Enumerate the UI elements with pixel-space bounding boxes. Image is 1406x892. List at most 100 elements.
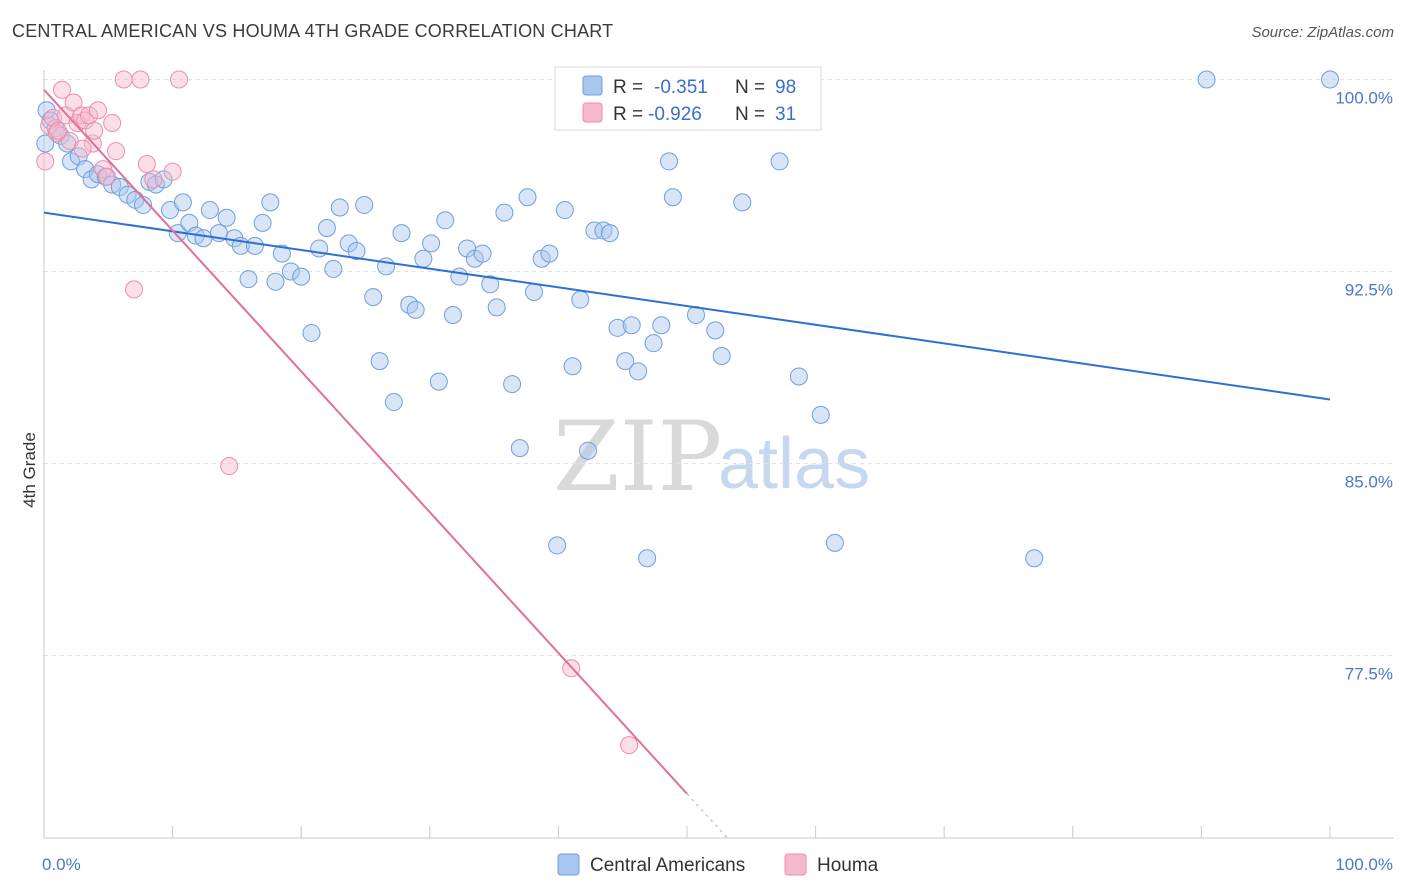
central-americans-point-25 (200, 201, 219, 220)
legend-r-value-2: -0.926 (648, 104, 702, 125)
central-americans-point-31 (245, 236, 264, 255)
houma-point-13 (85, 121, 104, 140)
y-tick-label-3: 100.0% (1335, 89, 1393, 108)
houma-point-20 (131, 70, 150, 89)
central-americans-point-24 (194, 229, 213, 248)
legend-n-label-2: N = (735, 104, 765, 125)
central-americans-point-70 (540, 244, 559, 263)
central-americans-point-55 (429, 372, 448, 391)
central-americans-point-95 (825, 533, 844, 552)
central-americans-point-32 (253, 213, 272, 232)
legend-n-label-1: N = (735, 77, 765, 98)
houma-point-24 (170, 70, 189, 89)
legend-swatch-pink (582, 102, 603, 123)
central-americans-point-89 (706, 321, 725, 340)
central-americans-point-93 (789, 367, 808, 386)
central-americans-point-64 (495, 203, 514, 222)
central-americans-point-74 (571, 290, 590, 309)
central-americans-point-40 (317, 218, 336, 237)
series-legend: Central Americans Houma (557, 853, 879, 876)
central-americans-point-99 (36, 134, 55, 153)
central-americans-point-63 (487, 298, 506, 317)
central-americans-point-92 (770, 152, 789, 171)
x-tick-label-1: 100.0% (1335, 855, 1393, 874)
central-americans-point-76 (585, 221, 604, 240)
bottom-legend-label-houma: Houma (817, 855, 879, 876)
central-americans-point-30 (239, 270, 258, 289)
central-americans-point-80 (616, 352, 635, 371)
x-tick-label-0: 0.0% (42, 855, 81, 874)
y-axis-title: 4th Grade (20, 432, 39, 508)
central-americans-point-71 (548, 536, 567, 555)
houma-point-23 (163, 162, 182, 181)
central-americans-point-91 (733, 193, 752, 212)
houma-point-25 (125, 280, 144, 299)
central-americans-point-67 (518, 188, 537, 207)
central-americans-point-38 (302, 323, 321, 342)
houma-point-22 (144, 170, 163, 189)
central-americans-point-85 (652, 316, 671, 335)
houma-point-21 (137, 154, 156, 173)
central-americans-point-58 (450, 267, 469, 286)
watermark-zip: ZIP (553, 401, 722, 513)
central-americans-point-27 (217, 208, 236, 227)
central-americans-point-79 (608, 318, 627, 337)
houma-point-28 (620, 736, 639, 755)
central-americans-point-12 (110, 178, 129, 197)
central-americans-point-37 (292, 267, 311, 286)
trend-line-houma-extension (686, 793, 728, 838)
legend-swatch-blue (582, 75, 603, 96)
central-americans-point-78 (600, 224, 619, 243)
central-americans-point-44 (347, 242, 366, 261)
central-americans-point-43 (339, 234, 358, 253)
houma-point-0 (36, 152, 55, 171)
central-americans-point-0 (37, 101, 56, 120)
central-americans-point-49 (384, 393, 403, 412)
legend-n-value-2: 31 (775, 104, 796, 125)
central-americans-point-52 (406, 300, 425, 319)
central-americans-point-86 (659, 152, 678, 171)
central-americans-point-84 (644, 334, 663, 353)
central-americans-point-62 (481, 275, 500, 294)
central-americans-point-47 (370, 352, 389, 371)
central-americans-point-97 (1197, 70, 1216, 89)
central-americans-point-96 (1025, 549, 1044, 568)
y-tick-label-1: 85.0% (1345, 473, 1393, 492)
houma-point-26 (220, 457, 239, 476)
central-americans-point-87 (663, 188, 682, 207)
houma-point-17 (103, 114, 122, 133)
legend-r-value-1: -0.351 (654, 77, 708, 98)
central-americans-point-33 (261, 193, 280, 212)
central-americans-point-48 (377, 257, 396, 276)
central-americans-point-42 (330, 198, 349, 217)
trend-line-houma (43, 89, 688, 795)
central-americans-point-66 (510, 439, 529, 458)
chart-title: CENTRAL AMERICAN VS HOUMA 4TH GRADE CORR… (12, 21, 614, 41)
axes (43, 70, 1394, 839)
central-americans-point-82 (629, 362, 648, 381)
houma-point-4 (53, 80, 72, 99)
central-americans-point-50 (392, 224, 411, 243)
grid (44, 79, 1394, 656)
central-americans-point-15 (134, 195, 153, 214)
legend-r-label-1: R = (613, 77, 643, 98)
houma-point-16 (98, 167, 117, 186)
central-americans-point-35 (272, 244, 291, 263)
central-americans-point-65 (503, 375, 522, 394)
series-central-americans (36, 70, 1339, 568)
trend-line-central-americans (43, 211, 1331, 401)
central-americans-point-73 (563, 357, 582, 376)
trend-lines (43, 89, 1331, 838)
central-americans-point-75 (578, 441, 597, 460)
central-americans-point-18 (154, 170, 173, 189)
houma-point-14 (89, 101, 108, 120)
central-americans-point-61 (473, 244, 492, 263)
central-americans-point-41 (324, 259, 343, 278)
central-americans-point-90 (712, 346, 731, 365)
central-americans-point-21 (173, 193, 192, 212)
central-americans-point-46 (364, 288, 383, 307)
houma-point-18 (107, 142, 126, 161)
chart-source: Source: ZipAtlas.com (1251, 24, 1394, 41)
central-americans-point-56 (436, 211, 455, 230)
